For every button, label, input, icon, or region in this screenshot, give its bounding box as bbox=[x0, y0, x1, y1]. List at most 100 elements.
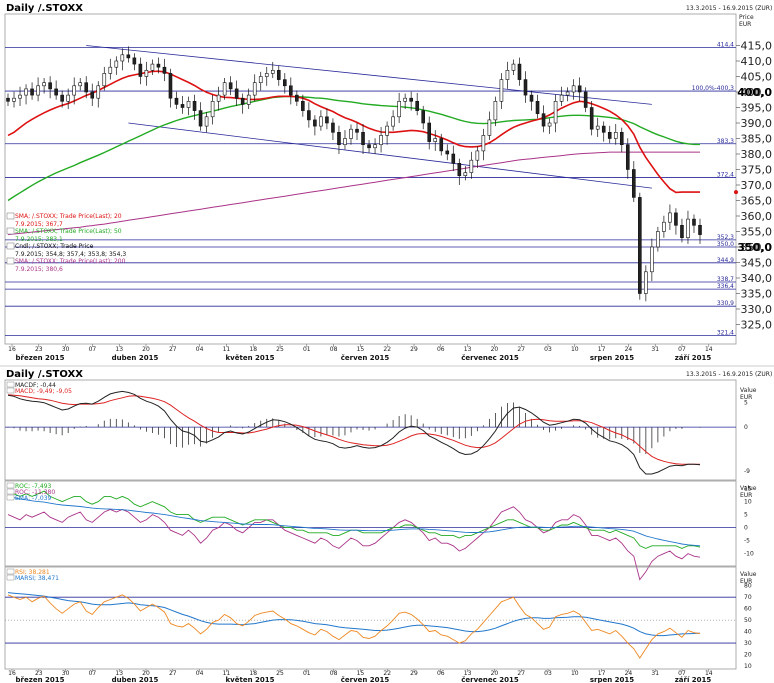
sma200-line bbox=[7, 151, 700, 236]
legend-icon[interactable] bbox=[6, 494, 15, 501]
candle bbox=[313, 115, 317, 136]
price-legend: SMA; /.STOXX; Trade Price(Last); 20 7.9.… bbox=[6, 212, 126, 273]
level-label: 383,3 bbox=[717, 138, 734, 145]
rsi-y-label: 10 bbox=[744, 663, 752, 670]
x-month-label: červen 2015 bbox=[341, 354, 390, 362]
candle bbox=[72, 77, 76, 105]
candle-body bbox=[168, 73, 173, 99]
x-tick-label: 07 bbox=[678, 670, 686, 677]
candle bbox=[349, 124, 353, 145]
roc-unit-bottom: EUR bbox=[740, 492, 752, 499]
x-tick-label: 13 bbox=[115, 670, 123, 677]
rsi-y-label: 20 bbox=[744, 652, 752, 659]
candle-body bbox=[445, 150, 450, 155]
price-y-label: 340,0 bbox=[741, 272, 773, 285]
candle bbox=[632, 161, 636, 203]
legend-sma20-value: 7.9.2015; 367,7 bbox=[15, 221, 63, 228]
macd-y-label: 0 bbox=[744, 424, 748, 431]
candle bbox=[644, 265, 648, 302]
candle-body bbox=[505, 70, 510, 80]
price-trend-channel bbox=[86, 45, 652, 189]
candle bbox=[577, 77, 582, 102]
candle bbox=[144, 61, 149, 86]
candle-body bbox=[475, 150, 480, 161]
candle-body bbox=[18, 94, 22, 99]
candle bbox=[192, 94, 197, 120]
rsi-unit-bottom: EUR bbox=[740, 578, 752, 585]
x-month-label: září 2015 bbox=[675, 354, 712, 362]
candle bbox=[295, 90, 299, 106]
candle-body bbox=[463, 172, 468, 177]
x-tick-label: 15 bbox=[357, 670, 365, 677]
legend-sma200-value: 7.9.2015; 380,6 bbox=[15, 266, 63, 273]
candle bbox=[686, 210, 690, 244]
legend-icon[interactable] bbox=[6, 387, 15, 394]
candle-body bbox=[156, 63, 161, 68]
price-y-label: 405,0 bbox=[741, 71, 773, 84]
candle-body bbox=[391, 116, 395, 127]
level-label: 336,4 bbox=[717, 283, 734, 290]
candle bbox=[373, 138, 377, 154]
marsi-line bbox=[7, 592, 701, 637]
legend-icon[interactable] bbox=[6, 574, 15, 581]
candle-body bbox=[698, 225, 702, 235]
candle-body bbox=[487, 119, 492, 136]
legend-icon[interactable] bbox=[6, 227, 15, 235]
candle-body bbox=[421, 110, 426, 124]
x-tick-label: 13 bbox=[115, 346, 123, 353]
candle bbox=[102, 66, 107, 91]
candle-body bbox=[222, 82, 227, 96]
macd-unit-top: Value bbox=[740, 387, 757, 394]
x-month-label: srpen 2015 bbox=[590, 354, 634, 362]
candle-body bbox=[264, 73, 269, 77]
candle bbox=[96, 81, 101, 108]
candle bbox=[487, 111, 492, 141]
candle-body bbox=[270, 70, 275, 74]
candle bbox=[547, 118, 552, 134]
indicator-chart-title: Daily /.STOXX bbox=[6, 369, 83, 380]
candle-body bbox=[325, 116, 329, 124]
candle-body bbox=[144, 70, 149, 77]
price-y-label: 400,0 bbox=[741, 86, 773, 99]
x-tick-label: 08 bbox=[330, 670, 338, 677]
legend-icon[interactable] bbox=[6, 212, 15, 220]
legend-icon[interactable] bbox=[6, 488, 15, 495]
rsi-series: 10 20 30 40 50 60 70 80 bbox=[5, 583, 752, 670]
candle bbox=[210, 94, 215, 125]
legend-icon[interactable] bbox=[6, 242, 15, 250]
level-label: 352,3 bbox=[717, 234, 734, 241]
candle-body bbox=[638, 197, 642, 294]
x-tick-label: 20 bbox=[491, 670, 499, 677]
candle bbox=[397, 92, 401, 123]
legend-icon[interactable] bbox=[6, 482, 15, 489]
candle-body bbox=[523, 79, 528, 96]
candle-body bbox=[668, 212, 672, 223]
candle-body bbox=[589, 107, 594, 130]
candle-body bbox=[72, 85, 76, 96]
rsi-y-label: 50 bbox=[744, 617, 752, 624]
candle bbox=[601, 121, 606, 142]
candle bbox=[403, 93, 407, 110]
roc-y-label: 15 bbox=[744, 486, 752, 493]
legend-candle-name: Cndl; /.STOXX; Trade Price bbox=[15, 243, 94, 250]
candle-body bbox=[246, 94, 251, 105]
legend-icon[interactable] bbox=[6, 381, 15, 388]
x-tick-label: 27 bbox=[169, 346, 177, 353]
roc-series: -10 -5 0 5 10 15 bbox=[5, 486, 754, 581]
candle-body bbox=[48, 82, 52, 90]
x-month-label: červenec 2015 bbox=[461, 354, 519, 362]
roc-y-label: -5 bbox=[744, 538, 750, 545]
legend-candle-value: 7.9.2015; 354,8; 357,4; 353,8; 354,3 bbox=[15, 251, 126, 258]
rsi-line bbox=[7, 594, 701, 659]
candle bbox=[698, 218, 702, 244]
x-tick-label: 17 bbox=[598, 670, 606, 677]
price-y-label: 375,0 bbox=[741, 164, 773, 177]
candle bbox=[433, 130, 438, 151]
x-tick-label: 10 bbox=[571, 670, 579, 677]
candle bbox=[325, 108, 329, 130]
legend-icon[interactable] bbox=[6, 568, 15, 575]
x-tick-label: 29 bbox=[410, 346, 418, 353]
x-tick-label: 22 bbox=[383, 670, 391, 677]
legend-icon[interactable] bbox=[6, 257, 15, 265]
